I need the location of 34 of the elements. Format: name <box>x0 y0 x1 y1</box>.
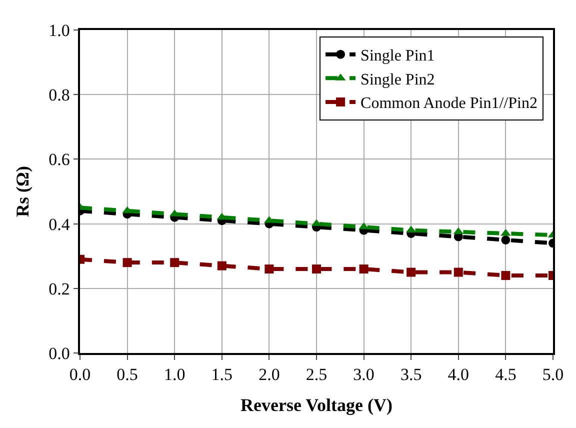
x-tick-label: 1.5 <box>211 365 233 384</box>
point <box>217 261 226 270</box>
point <box>264 264 274 274</box>
x-tick-label: 4.5 <box>495 365 516 384</box>
point <box>359 264 368 274</box>
point <box>501 270 510 280</box>
x-axis-title: Reverse Voltage (V) <box>240 394 392 415</box>
x-tick-label: 2.5 <box>306 365 328 384</box>
x-tick-label: 5.0 <box>542 365 564 384</box>
y-tick-label: 0.4 <box>48 214 70 234</box>
y-tick-label: 0.8 <box>48 86 70 105</box>
legend-label: Common Anode Pin1//Pin2 <box>360 95 538 112</box>
x-tick-label: 0.0 <box>69 365 91 384</box>
legend-label: Single Pin1 <box>360 48 435 65</box>
point <box>500 228 511 236</box>
point <box>122 206 132 214</box>
x-tick-label: 2.0 <box>258 365 280 384</box>
point <box>312 264 321 274</box>
point <box>501 235 510 244</box>
y-tick-label: 1.0 <box>48 20 70 40</box>
y-tick-label: 0.0 <box>48 344 70 363</box>
x-tick-label: 4.0 <box>448 365 470 384</box>
x-tick-label: 0.5 <box>116 365 138 384</box>
x-tick-label: 3.0 <box>353 365 374 384</box>
legend-label: Single Pin2 <box>360 71 435 88</box>
y-axis-title: Rs (Ω) <box>12 166 32 217</box>
x-tick-label: 1.0 <box>164 365 186 384</box>
y-tick-label: 0.2 <box>48 279 70 298</box>
point <box>454 268 463 277</box>
point <box>406 268 416 277</box>
point <box>122 258 132 268</box>
y-tick-label: 0.6 <box>48 150 70 170</box>
point <box>170 258 180 268</box>
x-tick-label: 3.5 <box>400 365 422 384</box>
